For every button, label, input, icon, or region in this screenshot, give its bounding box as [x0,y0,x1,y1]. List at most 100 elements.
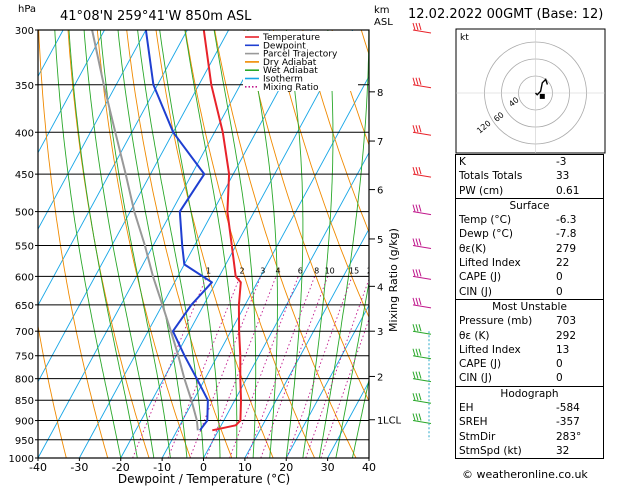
mixing-ratio-label: 3 [260,266,265,275]
mixing-ratio-label: 2 [240,266,245,275]
temperature-line [202,30,242,432]
surface-title: Surface [509,199,550,212]
wind-barb-feather [415,77,419,85]
isotherm-line [327,380,369,458]
index-value: 22 [556,257,570,270]
legend-box [243,31,358,91]
km-tick-label: 4 [377,282,383,293]
wind-barb-staff [412,131,432,136]
wind-barb-staff [412,399,432,404]
wind-barb-feather [418,348,422,356]
wet-adiabat-line [285,30,304,458]
temperature-tick-label: 0 [200,461,207,474]
km-tick-label: 3 [377,327,383,338]
wind-barb-feather [412,238,416,246]
wind-barb-feather [412,77,416,85]
pressure-tick-label: 550 [15,241,34,252]
pressure-tick-label: 600 [15,272,34,283]
isotherm-line [38,30,271,458]
index-value: 0 [556,271,563,284]
index-label: Lifted Index [459,343,521,356]
index-label: PW (cm) [459,184,504,197]
dry-adiabat-line [38,323,67,458]
dewpoint-line [144,30,213,431]
index-value: -357 [556,416,580,429]
wind-barb-staff [412,173,432,178]
km-tick-label: 1 [377,416,383,427]
wind-barb-feather [415,167,419,175]
index-value: 0 [556,358,563,371]
lcl-label: LCL [383,415,402,426]
km-tick-label: 7 [377,137,383,148]
pressure-tick-label: 450 [15,170,34,181]
mixing-ratio-label: 1 [206,266,211,275]
storm-motion-marker [539,93,545,99]
index-label: CAPE (J) [459,358,502,371]
isotherm-line [285,304,369,458]
wind-barb-staff [412,29,432,34]
wind-barb-feather [415,297,419,305]
wind-barb-feather [418,269,422,277]
wind-barb-feather [415,413,419,421]
wind-barb-feather [412,348,416,356]
km-tick-label: 5 [377,235,383,246]
hodograph-indices-section: Hodograph EH -584 SREH -357 StmDir 283° StmSpd… [455,386,604,460]
hodograph-unit-label: kt [460,33,469,43]
index-row: K -3 [456,155,603,169]
wind-barb-staff [412,420,432,425]
index-label: θε(K) [459,242,487,255]
wind-barb-feather [418,238,422,246]
index-value: 279 [556,242,577,255]
mixing-ratio-line [260,276,329,458]
index-label: EH [459,402,474,415]
index-value: 13 [556,343,570,356]
pressure-tick-label: 300 [15,26,34,37]
km-unit-label: km [374,5,390,16]
index-value: 0 [556,372,563,385]
index-row: CAPE (J) 0 [456,270,603,284]
wind-barb-feather [415,324,419,332]
isotherm-line [38,30,105,154]
temperature-tick-label: -40 [29,461,47,474]
pressure-tick-label: 800 [15,375,34,386]
index-row: EH -584 [456,401,603,415]
wind-barb-feather [418,371,422,379]
plot-area: 1 2 3 4 6 8 10 15 20 25 [38,30,377,458]
wet-adiabat-line [83,30,155,458]
wind-barb-feather [415,238,419,246]
index-row: PW (cm) 0.61 [456,184,603,198]
wet-adiabat-line [247,30,278,458]
wind-barb-staff [412,275,432,280]
index-row: Temp (°C) -6.3 [456,213,603,227]
legend-entry: Wet Adiabat [263,66,318,76]
legend-entry: Dewpoint [263,41,306,51]
temperature-tick-label: -30 [70,461,88,474]
hodograph-indices-title: Hodograph [500,387,559,400]
wind-barb-feather [418,393,422,401]
isotherm-line [244,228,369,458]
wind-barb-feather [412,413,416,421]
dry-adiabat-line [302,30,369,234]
index-row: Pressure (mb) 703 [456,314,603,328]
mixing-ratio-axis-label: Mixing Ratio (g/kg) [387,228,400,332]
dry-adiabat-line [67,30,150,458]
wind-barb-staff [412,84,432,89]
wind-barb-staff [412,244,432,249]
credit-label: © weatheronline.co.uk [462,468,588,481]
wind-barb-feather [418,125,422,133]
wind-barb-feather [412,22,416,31]
wind-barb-feather [418,22,422,31]
most-unstable-title: Most Unstable [492,300,567,313]
legend-entry: Isotherm [263,75,303,85]
wind-barb-feather [412,324,416,332]
hpa-unit-label: hPa [18,4,36,15]
legend-entry: Mixing Ratio [263,83,319,93]
index-value: 0.61 [556,184,580,197]
isotherm-line [203,151,369,458]
wind-barb-feather [418,204,422,212]
index-value: 292 [556,329,577,342]
temperature-tick-label: -20 [112,461,130,474]
mixing-ratio-label: 20 [367,266,377,275]
wind-barb-feather [415,371,419,379]
